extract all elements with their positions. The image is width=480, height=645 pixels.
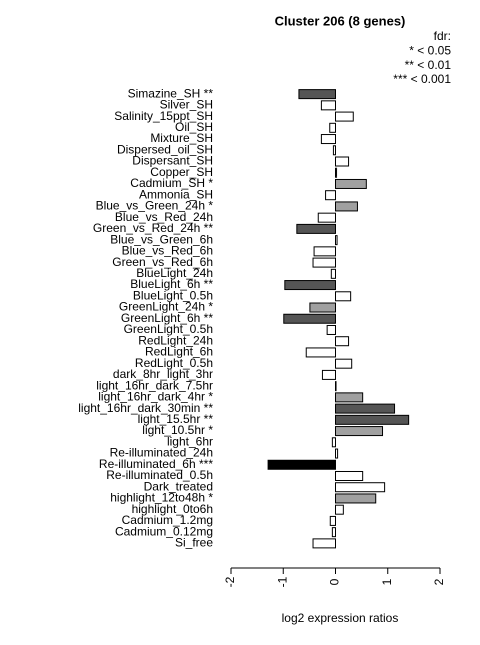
bar bbox=[335, 167, 338, 178]
y-tick-label: GreenLight_24h * bbox=[119, 300, 213, 314]
bar bbox=[329, 515, 336, 526]
x-tick-label: 2 bbox=[432, 578, 446, 585]
bar bbox=[321, 369, 336, 380]
y-tick-label: Si_free bbox=[175, 536, 213, 550]
y-tick-label: GreenLight_0.5h bbox=[124, 322, 213, 336]
bar bbox=[335, 235, 338, 246]
y-tick-label: Cadmium_1.2mg bbox=[122, 513, 213, 527]
y-tick-label: dark_8hr_light_3hr bbox=[113, 367, 213, 381]
bar bbox=[309, 302, 336, 313]
y-tick-label: Re-illuminated_24h bbox=[110, 446, 213, 460]
y-tick-label: Blue_vs_Green_24h * bbox=[96, 199, 214, 213]
bar bbox=[335, 156, 350, 167]
y-tick-label: light_16hr_dark_4hr * bbox=[98, 390, 213, 404]
bar bbox=[305, 347, 336, 358]
bar bbox=[335, 178, 367, 189]
y-tick-label: light_6hr bbox=[167, 434, 213, 448]
y-tick-label: Blue_vs_Red_24h bbox=[115, 210, 213, 224]
legend-text: *** < 0.001 bbox=[393, 72, 451, 86]
bar bbox=[335, 414, 410, 425]
bar bbox=[332, 145, 337, 156]
y-tick-label: Ammonia_SH bbox=[139, 187, 213, 201]
y-tick-label: Blue_vs_Green_6h bbox=[110, 232, 213, 246]
y-tick-label: Blue_vs_Red_6h bbox=[122, 244, 213, 258]
bar bbox=[335, 336, 350, 347]
y-tick-label: Silver_SH bbox=[160, 98, 213, 112]
y-tick-label: RedLight_0.5h bbox=[135, 356, 213, 370]
bar bbox=[296, 223, 336, 234]
chart-title: Cluster 206 (8 genes) bbox=[275, 13, 406, 28]
bar bbox=[267, 459, 336, 470]
bar bbox=[329, 122, 337, 133]
y-tick-label: Cadmium_SH * bbox=[130, 176, 213, 190]
bar bbox=[313, 246, 337, 257]
x-axis-label: log2 expression ratios bbox=[282, 611, 399, 625]
y-tick-label: Dispersant_SH bbox=[132, 154, 213, 168]
legend-text: fdr: bbox=[434, 29, 451, 43]
bar bbox=[335, 403, 396, 414]
bar bbox=[325, 190, 337, 201]
bar bbox=[284, 280, 337, 291]
bar bbox=[331, 437, 336, 448]
y-tick-label: Green_vs_Red_24h ** bbox=[93, 221, 213, 235]
y-tick-label: RedLight_24h bbox=[138, 333, 213, 347]
y-tick-label: BlueLight_6h ** bbox=[130, 277, 213, 291]
legend-text: ** < 0.01 bbox=[405, 58, 452, 72]
x-tick-label: -2 bbox=[223, 576, 237, 587]
y-tick-label: Green_vs_Red_6h bbox=[112, 255, 213, 269]
bar bbox=[335, 482, 386, 493]
bar bbox=[320, 134, 336, 145]
x-tick-label: 0 bbox=[328, 578, 342, 585]
y-tick-label: highlight_0to6h bbox=[132, 502, 213, 516]
bar bbox=[335, 291, 352, 302]
y-tick-label: light_10.5hr * bbox=[142, 423, 213, 437]
y-tick-label: BlueLight_0.5h bbox=[133, 288, 213, 302]
x-tick-label: -1 bbox=[275, 576, 289, 587]
bar bbox=[326, 324, 337, 335]
y-tick-label: Re-illuminated_6h *** bbox=[99, 457, 213, 471]
bar bbox=[335, 493, 377, 504]
y-tick-label: Salinity_15ppt_SH bbox=[114, 109, 213, 123]
bar bbox=[335, 201, 358, 212]
y-tick-label: Dispersed_oil_SH bbox=[117, 142, 213, 156]
bar bbox=[317, 212, 337, 223]
bar bbox=[335, 358, 353, 369]
y-tick-label: Re-illuminated_0.5h bbox=[106, 468, 213, 482]
bar bbox=[335, 448, 339, 459]
bar bbox=[298, 89, 336, 100]
bar bbox=[312, 257, 337, 268]
legend-text: * < 0.05 bbox=[409, 43, 451, 57]
bar bbox=[335, 111, 354, 122]
y-tick-label: Copper_SH bbox=[150, 165, 213, 179]
y-tick-label: light_15.5hr ** bbox=[138, 412, 214, 426]
y-tick-label: highlight_12to48h * bbox=[110, 491, 213, 505]
y-tick-label: light_16hr_dark_30min ** bbox=[78, 401, 213, 415]
bar bbox=[335, 392, 364, 403]
y-tick-label: light_16hr_dark_7.5hr bbox=[96, 378, 213, 392]
bar bbox=[283, 313, 336, 324]
bar bbox=[330, 268, 337, 279]
bar bbox=[335, 426, 384, 437]
bar bbox=[312, 538, 337, 549]
y-tick-label: BlueLight_24h bbox=[136, 266, 213, 280]
y-tick-label: Dark_treated bbox=[144, 479, 213, 493]
bar bbox=[320, 100, 336, 111]
y-tick-label: Oil_SH bbox=[175, 120, 213, 134]
y-tick-label: GreenLight_6h ** bbox=[121, 311, 213, 325]
x-tick-label: 1 bbox=[380, 578, 394, 585]
y-tick-label: Simazine_SH ** bbox=[128, 86, 214, 100]
bar bbox=[335, 381, 337, 392]
y-tick-label: Cadmium_0.12mg bbox=[115, 524, 213, 538]
y-tick-label: Mixture_SH bbox=[150, 131, 213, 145]
bar bbox=[335, 470, 364, 481]
y-tick-label: RedLight_6h bbox=[145, 345, 213, 359]
bar bbox=[331, 527, 336, 538]
bar bbox=[335, 504, 344, 515]
